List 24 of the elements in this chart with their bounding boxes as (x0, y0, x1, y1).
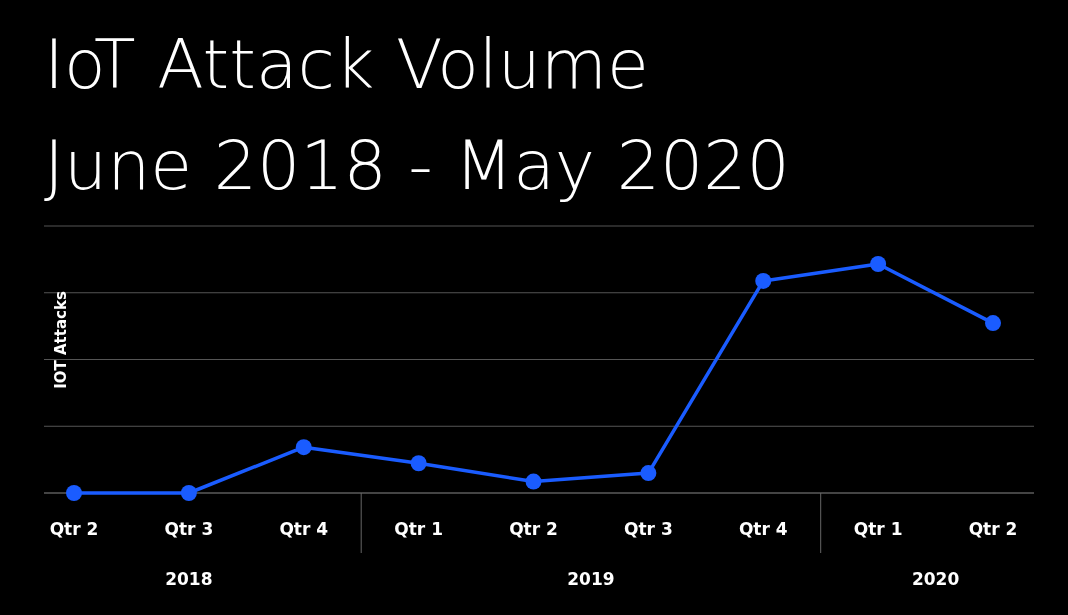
point (410, 455, 427, 472)
x-tick-label: Qtr 2 (968, 519, 1018, 539)
point (295, 439, 312, 456)
point (755, 272, 772, 289)
x-tick-label: Qtr 1 (853, 519, 903, 539)
y-axis-title: IOT Attacks (52, 291, 70, 389)
x-tick-label: Qtr 2 (509, 519, 558, 539)
point (66, 485, 82, 501)
point (870, 256, 887, 272)
text: 2018 (165, 569, 213, 589)
point (180, 485, 197, 501)
x-tick-label: Qtr 4 (279, 519, 329, 539)
x-tick-label: Qtr 2 (49, 519, 99, 539)
x-tick-label: Qtr 3 (164, 519, 214, 539)
x-tick-label: Qtr 1 (394, 519, 443, 539)
chart-subtitle: June 2018 - May 2020 (44, 126, 790, 205)
point (985, 315, 1001, 332)
x-tick-label: Qtr 4 (738, 519, 788, 539)
text: 2019 (567, 569, 615, 589)
x-tick-label: Qtr 3 (624, 519, 673, 539)
point (640, 465, 657, 482)
text: 2020 (911, 569, 960, 589)
point (525, 473, 542, 490)
chart-title: IoT Attack Volume (44, 25, 649, 104)
